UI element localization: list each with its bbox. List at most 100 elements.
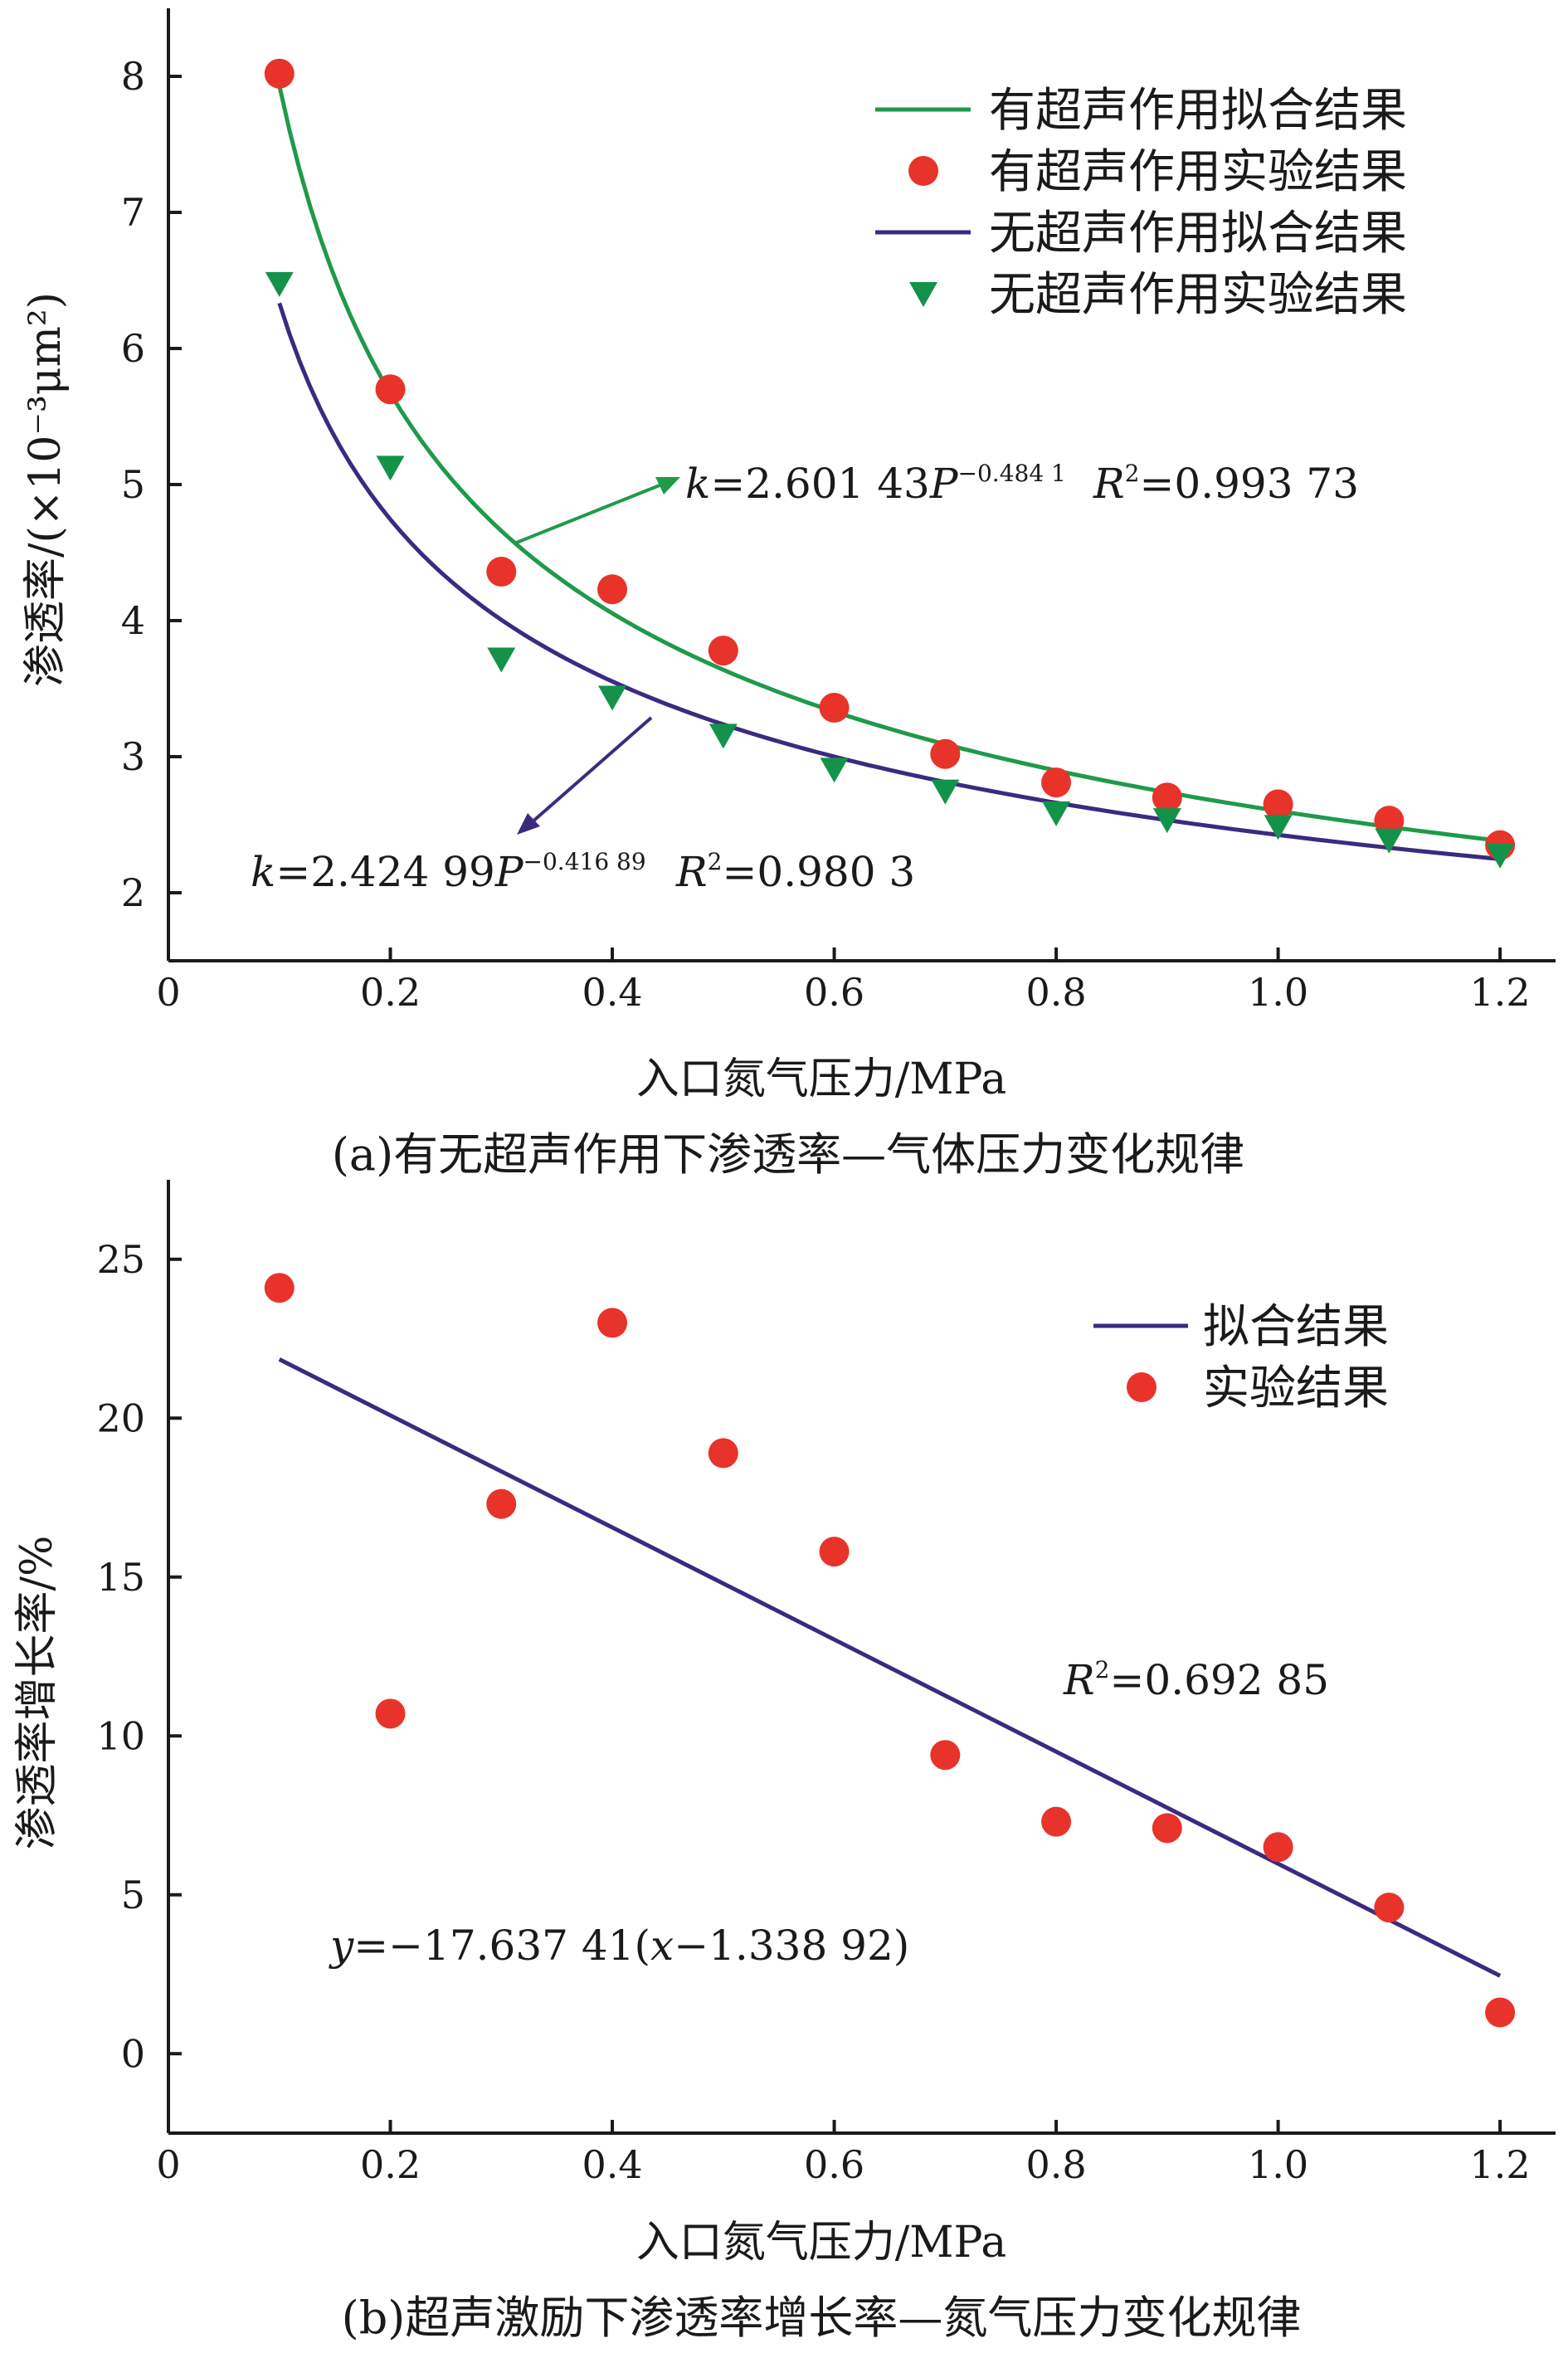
annot-without-r2: 2 bbox=[708, 848, 723, 875]
chart-a-point-triangle bbox=[598, 685, 627, 711]
chart-a-y-tick-label: 5 bbox=[121, 462, 145, 507]
chart-b-point-circle bbox=[1152, 1813, 1182, 1844]
chart-a-x-tick-label: 0.2 bbox=[360, 970, 421, 1015]
chart-a-x-tick-label: 0.4 bbox=[582, 970, 642, 1015]
chart-a-point-circle bbox=[597, 574, 628, 605]
chart-b-x-tick-label: 0.2 bbox=[360, 2142, 421, 2187]
annot-b-val: =0.692 85 bbox=[1109, 1656, 1329, 1704]
chart-b-annotation-equation: y=−17.637 41(x−1.338 92) bbox=[329, 1922, 909, 1970]
chart-b-y-tick-label: 20 bbox=[96, 1396, 145, 1440]
annotation-arrow-without bbox=[529, 716, 653, 825]
chart-a-fit-line-0 bbox=[277, 85, 1501, 843]
legend-a-triangle-marker bbox=[909, 282, 937, 307]
annotation-arrowhead-without bbox=[517, 813, 540, 835]
chart-a-annotation-without: k=2.424 99P−0.416 89 R2=0.980 3 bbox=[251, 716, 915, 896]
chart-b-fit-line bbox=[278, 1357, 1502, 1978]
annotation-with-formula: k=2.601 43P−0.484 1 bbox=[685, 460, 1066, 508]
chart-b-point-circle bbox=[597, 1308, 628, 1338]
chart-b-x-tick-label: 0.8 bbox=[1026, 2142, 1087, 2187]
chart-a-y-tick-label: 4 bbox=[121, 598, 145, 643]
legend-b-label-0: 拟合结果 bbox=[1203, 1300, 1389, 1354]
chart-b-point-circle bbox=[486, 1488, 517, 1519]
legend-a-label-0: 有超声作用拟合结果 bbox=[989, 84, 1407, 138]
annotation-without-r2: R2=0.980 3 bbox=[675, 848, 915, 896]
chart-a-point-circle bbox=[1263, 789, 1293, 820]
chart-a-caption: (a)有无超声作用下渗透率—气体压力变化规律 bbox=[332, 1128, 1244, 1181]
chart-a-x-tick-label: 1.2 bbox=[1470, 970, 1531, 1015]
chart-a-x-tick-label: 0 bbox=[156, 970, 180, 1015]
chart-b-point-circle bbox=[708, 1438, 738, 1469]
chart-b-y-tick-label: 15 bbox=[96, 1555, 145, 1600]
chart-b-x-tick-label: 1.2 bbox=[1470, 2142, 1531, 2187]
annot-with-k: k bbox=[685, 460, 710, 508]
chart-b-point-circle bbox=[375, 1698, 406, 1729]
chart-b-point-circle bbox=[819, 1537, 850, 1567]
legend-a-label-2: 无超声作用拟合结果 bbox=[989, 207, 1407, 261]
annot-without-k: k bbox=[251, 848, 275, 896]
chart-a-legend: 有超声作用拟合结果 有超声作用实验结果 无超声作用拟合结果 无超声作用实验结果 bbox=[875, 84, 1407, 322]
annot-b-y: y bbox=[329, 1922, 354, 1970]
legend-b-circle-marker bbox=[1127, 1372, 1157, 1402]
chart-a-x-tick-label: 1.0 bbox=[1248, 970, 1308, 1015]
chart-a-point-circle bbox=[708, 636, 738, 666]
annot-with-eq: =2.601 43 bbox=[710, 460, 930, 508]
legend-a-label-1: 有超声作用实验结果 bbox=[989, 145, 1407, 199]
chart-a-point-triangle bbox=[1486, 843, 1515, 869]
chart-a-point-circle bbox=[1152, 782, 1182, 813]
annot-b-eq2: −1.338 92) bbox=[674, 1922, 909, 1970]
annot-with-P: P bbox=[929, 460, 959, 508]
annotation-arrowhead-with bbox=[655, 477, 680, 494]
annot-with-R: R bbox=[1093, 460, 1125, 508]
chart-a-fit-line-2 bbox=[277, 302, 1501, 861]
annot-without-eq: =2.424 99 bbox=[275, 848, 495, 896]
chart-a-y-tick-label: 7 bbox=[121, 190, 145, 235]
chart-a-x-tick-label: 0.8 bbox=[1026, 970, 1087, 1015]
chart-a-point-circle bbox=[1041, 767, 1072, 798]
chart-b-y-tick-label: 0 bbox=[121, 2031, 145, 2076]
chart-b-point-circle bbox=[1263, 1832, 1293, 1863]
annot-with-r2: 2 bbox=[1125, 460, 1140, 487]
chart-a-x-tick-label: 0.6 bbox=[804, 970, 864, 1015]
chart-a-point-circle bbox=[930, 738, 961, 769]
chart-a-point-circle bbox=[819, 692, 850, 723]
annot-without-P: P bbox=[494, 848, 524, 896]
chart-a-point-circle bbox=[264, 58, 295, 89]
chart-a: 0 0.2 0.4 0.6 0.8 1.0 1.2 2 3 4 5 6 7 8 渗透率/(×10⁻³μm²… bbox=[21, 8, 1556, 1181]
chart-a-annotation-with: k=2.601 43P−0.484 1 R2=0.993 73 bbox=[514, 460, 1359, 545]
chart-b-annotation-r2: R2=0.692 85 bbox=[1063, 1656, 1329, 1704]
chart-b-point-circle bbox=[264, 1273, 295, 1303]
chart-a-point-triangle bbox=[820, 758, 849, 783]
annot-without-rval: =0.980 3 bbox=[722, 848, 915, 896]
annot-with-exp: −0.484 1 bbox=[958, 460, 1066, 487]
chart-a-point-circle bbox=[486, 556, 517, 587]
chart-b-axes bbox=[167, 1180, 1556, 2135]
chart-b: 0 0.2 0.4 0.6 0.8 1.0 1.2 0 5 10 15 20 25 渗透率增长率/% 入… bbox=[12, 1180, 1556, 2344]
chart-b-y-tick-label: 10 bbox=[96, 1713, 145, 1758]
chart-a-point-triangle bbox=[931, 779, 960, 805]
chart-b-x-axis-title: 入口氮气压力/MPa bbox=[636, 2218, 1006, 2268]
chart-a-y-axis-title: 渗透率/(×10⁻³μm²) bbox=[21, 292, 71, 687]
chart-a-point-circle bbox=[1374, 806, 1405, 836]
legend-b-label-1: 实验结果 bbox=[1203, 1362, 1389, 1415]
annotation-arrow-with bbox=[514, 482, 665, 545]
chart-a-y-tick-label: 8 bbox=[121, 54, 145, 99]
chart-b-point-circle bbox=[1374, 1893, 1405, 1923]
chart-b-point-circle bbox=[1041, 1806, 1072, 1837]
chart-a-y-tick-label: 2 bbox=[121, 870, 145, 915]
chart-b-y-tick-label: 25 bbox=[96, 1237, 145, 1282]
chart-a-point-triangle bbox=[1264, 815, 1293, 840]
chart-a-point-triangle bbox=[1152, 808, 1181, 834]
annotation-with-r2: R2=0.993 73 bbox=[1093, 460, 1359, 508]
chart-a-point-triangle bbox=[376, 455, 405, 481]
legend-a-label-3: 无超声作用实验结果 bbox=[989, 268, 1407, 322]
chart-a-point-triangle bbox=[1042, 801, 1071, 826]
annot-b-sup: 2 bbox=[1095, 1656, 1110, 1683]
chart-a-point-triangle bbox=[709, 723, 738, 749]
annot-without-exp: −0.416 89 bbox=[523, 848, 646, 875]
chart-b-point-circle bbox=[930, 1740, 961, 1771]
chart-a-x-axis-title: 入口氮气压力/MPa bbox=[636, 1055, 1006, 1104]
chart-b-point-circle bbox=[1485, 1997, 1516, 2028]
chart-a-point-triangle bbox=[1375, 828, 1404, 854]
chart-b-x-tick-label: 1.0 bbox=[1248, 2142, 1308, 2187]
